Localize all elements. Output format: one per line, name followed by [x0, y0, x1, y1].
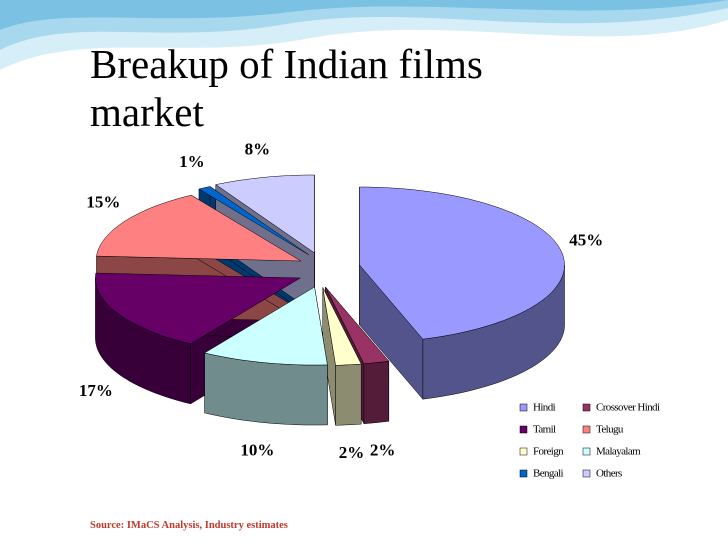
source-note: Source: IMaCS Analysis, Industry estimat…: [90, 520, 288, 531]
legend-label: Others: [596, 468, 622, 480]
legend-label: Bengali: [533, 468, 564, 480]
slice-side: [363, 360, 390, 424]
value-label: 1%: [179, 152, 205, 171]
legend-swatch: [519, 403, 528, 412]
legend-label: Hindi: [533, 402, 556, 414]
legend-label: Foreign: [533, 446, 564, 458]
legend-swatch: [582, 447, 591, 456]
slice-side: [335, 363, 362, 426]
legend-label: Malayalam: [596, 446, 641, 458]
value-label: 2%: [339, 443, 365, 462]
pie-slice: [95, 272, 302, 345]
value-label: 45%: [569, 231, 603, 250]
value-label: 8%: [245, 139, 271, 158]
legend-label: Crossover Hindi: [596, 402, 660, 414]
chart-title: Breakup of Indian films market: [90, 41, 483, 135]
pie-slice: [198, 186, 309, 256]
legend-label: Telugu: [596, 424, 624, 436]
value-label: 15%: [86, 192, 120, 211]
pie-slice: [204, 286, 328, 366]
pie-slice: [325, 286, 390, 364]
legend-swatch: [582, 425, 591, 434]
header-wave: [0, 0, 728, 30]
pie-slice: [96, 194, 303, 262]
legend-swatch: [519, 425, 528, 434]
legend-swatch: [519, 447, 528, 456]
pie-slice: [359, 186, 565, 340]
legend-swatch: [582, 469, 591, 478]
pie-slice: [322, 287, 362, 366]
legend-label: Tamil: [533, 424, 556, 436]
value-label: 2%: [370, 440, 396, 459]
legend-swatch: [582, 403, 591, 412]
value-label: 17%: [79, 381, 113, 400]
value-label: 10%: [240, 440, 274, 459]
legend-swatch: [519, 469, 528, 478]
pie-slice: [215, 174, 315, 254]
